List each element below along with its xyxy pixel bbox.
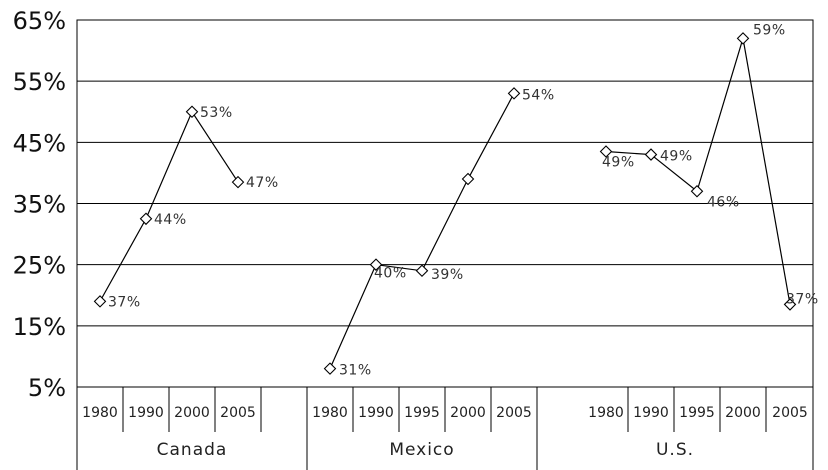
data-label: 59% <box>753 22 786 38</box>
data-point-marker <box>783 298 797 311</box>
x-tick-label: 2000 <box>174 405 210 421</box>
series-line <box>329 93 515 369</box>
y-tick-label: 5% <box>28 374 66 402</box>
x-tick-label: 1980 <box>82 405 118 421</box>
data-point-marker <box>736 32 750 45</box>
data-point-marker <box>323 362 337 375</box>
group-label: Mexico <box>389 440 454 460</box>
x-tick-label: 1990 <box>128 405 164 421</box>
x-tick-label: 1995 <box>404 405 440 421</box>
data-label: 49% <box>660 149 693 165</box>
data-label: 31% <box>339 363 372 379</box>
data-label: 54% <box>522 87 555 103</box>
data-label: 47% <box>246 175 279 191</box>
data-point-marker <box>139 212 153 226</box>
data-point-marker <box>507 87 521 100</box>
x-tick-label: 2005 <box>772 405 808 421</box>
x-tick-label: 2000 <box>725 405 761 421</box>
data-point-marker <box>690 184 704 198</box>
group-label: U.S. <box>656 440 694 460</box>
data-point-marker <box>461 172 475 186</box>
x-tick-label: 1980 <box>588 405 624 421</box>
x-tick-label: 2000 <box>450 405 486 421</box>
x-tick-label: 1995 <box>679 405 715 421</box>
data-label: 39% <box>431 267 464 283</box>
data-point-marker <box>93 295 107 308</box>
data-label: 53% <box>200 105 233 121</box>
data-label: 49% <box>602 155 635 171</box>
x-tick-label: 1990 <box>633 405 669 421</box>
x-tick-label: 2005 <box>496 405 532 421</box>
y-tick-label: 35% <box>13 191 66 219</box>
data-label: 40% <box>374 266 407 282</box>
data-label: 46% <box>707 194 740 210</box>
data-label: 37% <box>108 294 141 310</box>
data-point-marker <box>415 264 429 278</box>
x-tick-label: 1990 <box>358 405 394 421</box>
data-label: 37% <box>786 291 819 307</box>
data-point-marker <box>369 258 383 271</box>
y-tick-label: 45% <box>13 129 66 157</box>
series-line <box>99 110 239 302</box>
x-tick-label: 2005 <box>220 405 256 421</box>
y-tick-label: 55% <box>13 68 66 96</box>
data-point-marker <box>185 105 199 119</box>
data-label: 44% <box>154 212 187 228</box>
y-tick-label: 65% <box>13 7 66 35</box>
data-point-marker <box>231 175 245 189</box>
x-tick-label: 1980 <box>312 405 348 421</box>
data-point-marker <box>599 145 613 158</box>
y-tick-label: 15% <box>13 313 66 341</box>
y-tick-label: 25% <box>13 252 66 280</box>
data-point-marker <box>644 148 658 161</box>
group-label: Canada <box>157 440 228 460</box>
